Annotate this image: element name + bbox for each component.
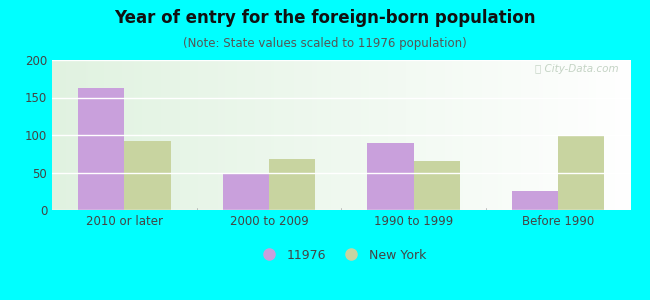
Text: (Note: State values scaled to 11976 population): (Note: State values scaled to 11976 popu… (183, 38, 467, 50)
Bar (223, 172, 269, 210)
Bar (413, 161, 460, 210)
Bar (558, 135, 605, 210)
Text: Year of entry for the foreign-born population: Year of entry for the foreign-born popul… (114, 9, 536, 27)
Legend: 11976, New York: 11976, New York (252, 244, 431, 267)
Bar (269, 159, 315, 210)
Bar (124, 141, 170, 210)
Bar (367, 142, 413, 210)
Bar (78, 88, 124, 210)
Text: ⓘ City-Data.com: ⓘ City-Data.com (536, 64, 619, 74)
Bar (512, 191, 558, 210)
